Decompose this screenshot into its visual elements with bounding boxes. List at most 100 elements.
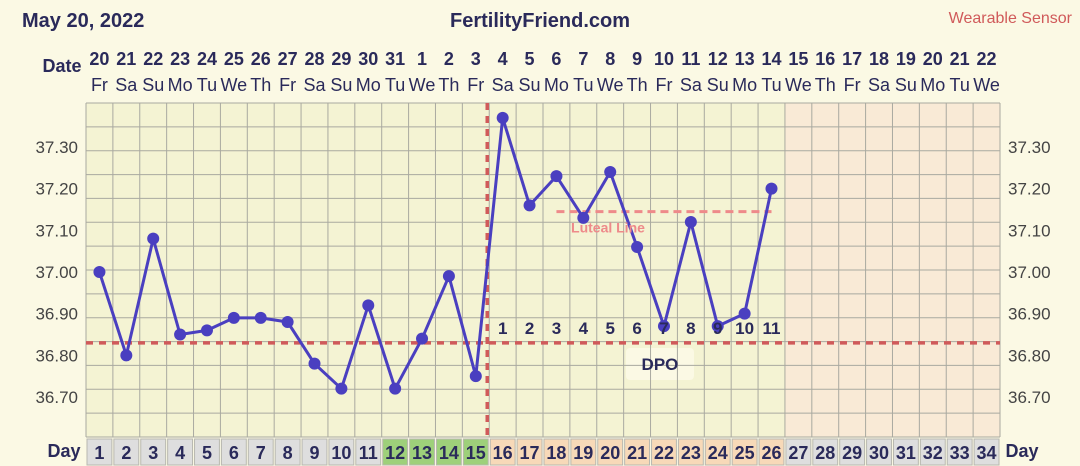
day-cell <box>758 438 785 466</box>
weekday-label: Sa <box>680 75 703 95</box>
day-cell <box>919 438 946 466</box>
day-cell <box>113 438 140 466</box>
temperature-point[interactable] <box>335 382 348 395</box>
temperature-point[interactable] <box>416 332 429 345</box>
weekday-label: Tu <box>761 75 781 95</box>
cycle-day-label: 33 <box>950 443 970 463</box>
temperature-point[interactable] <box>550 170 563 183</box>
sensor-label: Wearable Sensor <box>948 10 1072 27</box>
temperature-point[interactable] <box>93 266 106 278</box>
temperature-point[interactable] <box>281 316 294 328</box>
day-cell <box>140 438 167 466</box>
weekday-label: We <box>597 75 624 95</box>
date-label: 6 <box>551 49 561 69</box>
day-cell <box>220 438 247 466</box>
day-row-label-left: Day <box>47 441 80 461</box>
day-cell <box>462 438 489 466</box>
dpo-marker: 11 <box>763 319 781 338</box>
day-cell <box>489 438 516 466</box>
temperature-point[interactable] <box>254 311 267 324</box>
temperature-point[interactable] <box>738 307 751 320</box>
temperature-point[interactable] <box>469 370 482 383</box>
temperature-point[interactable] <box>711 320 724 333</box>
day-cell <box>435 438 462 466</box>
dpo-marker: 3 <box>552 319 561 338</box>
cycle-day-label: 8 <box>283 443 293 463</box>
cycle-day-label: 17 <box>520 443 540 463</box>
y-tick-label-left: 37.30 <box>35 138 78 157</box>
temperature-point[interactable] <box>389 382 402 395</box>
temperature-point[interactable] <box>308 357 321 370</box>
weekday-label: Sa <box>115 75 138 95</box>
date-label: 2 <box>444 49 454 69</box>
weekday-label: Su <box>895 75 917 95</box>
day-cell <box>274 438 301 466</box>
weekday-label: Tu <box>385 75 405 95</box>
day-cell <box>570 438 597 466</box>
day-cell <box>167 438 194 466</box>
day-cell <box>946 438 973 466</box>
chart-date: May 20, 2022 <box>22 10 145 32</box>
weekday-label: Su <box>707 75 729 95</box>
temperature-point[interactable] <box>657 320 670 333</box>
weekday-label: Mo <box>920 75 945 95</box>
weekday-label: Th <box>438 75 459 95</box>
dpo-marker: 8 <box>686 319 695 338</box>
date-label: 27 <box>278 49 298 69</box>
y-tick-label-right: 37.00 <box>1008 263 1051 282</box>
y-tick-label-right: 37.10 <box>1008 221 1051 240</box>
y-tick-label-left: 37.10 <box>35 221 78 240</box>
day-cell <box>839 438 866 466</box>
date-row-label: Date <box>42 56 81 76</box>
cycle-day-label: 15 <box>466 443 486 463</box>
temperature-point[interactable] <box>200 324 213 337</box>
temperature-point[interactable] <box>577 211 590 224</box>
weekday-label: Sa <box>492 75 515 95</box>
date-label: 22 <box>977 49 997 69</box>
weekday-label: Su <box>519 75 541 95</box>
cycle-day-label: 14 <box>439 443 459 463</box>
y-tick-label-right: 36.90 <box>1008 305 1051 324</box>
date-label: 1 <box>417 49 427 69</box>
cycle-day-label: 20 <box>600 443 620 463</box>
day-cell <box>973 438 1000 466</box>
dpo-marker: 1 <box>498 319 507 338</box>
cycle-day-label: 12 <box>385 443 405 463</box>
date-label: 17 <box>842 49 862 69</box>
temperature-point[interactable] <box>496 111 509 124</box>
temperature-point[interactable] <box>631 241 644 253</box>
date-label: 7 <box>578 49 588 69</box>
temperature-point[interactable] <box>147 232 160 245</box>
day-cell <box>301 438 328 466</box>
cycle-day-label: 32 <box>923 443 943 463</box>
temperature-point[interactable] <box>227 311 240 324</box>
cycle-day-label: 18 <box>546 443 566 463</box>
temperature-point[interactable] <box>174 328 187 341</box>
date-label: 11 <box>681 49 700 69</box>
cycle-day-label: 11 <box>359 443 378 463</box>
cycle-day-label: 16 <box>493 443 513 463</box>
temperature-point[interactable] <box>523 199 536 212</box>
cycle-day-label: 26 <box>761 443 781 463</box>
date-label: 15 <box>788 49 808 69</box>
date-label: 12 <box>708 49 728 69</box>
day-cell <box>812 438 839 466</box>
y-tick-label-right: 36.70 <box>1008 388 1051 407</box>
temperature-point[interactable] <box>442 270 455 283</box>
cycle-day-label: 9 <box>309 443 319 463</box>
temperature-point[interactable] <box>684 216 697 228</box>
day-cell <box>624 438 651 466</box>
date-label: 20 <box>923 49 943 69</box>
dpo-marker: 9 <box>713 319 722 338</box>
weekday-label: Th <box>815 75 836 95</box>
temperature-point[interactable] <box>604 166 617 178</box>
date-label: 24 <box>197 49 217 69</box>
cycle-day-label: 31 <box>896 443 916 463</box>
date-label: 25 <box>224 49 244 69</box>
temperature-point[interactable] <box>765 182 778 195</box>
temperature-point[interactable] <box>362 299 375 312</box>
date-label: 20 <box>89 49 109 69</box>
temperature-point[interactable] <box>120 349 133 362</box>
date-label: 10 <box>654 49 674 69</box>
date-label: 3 <box>471 49 481 69</box>
